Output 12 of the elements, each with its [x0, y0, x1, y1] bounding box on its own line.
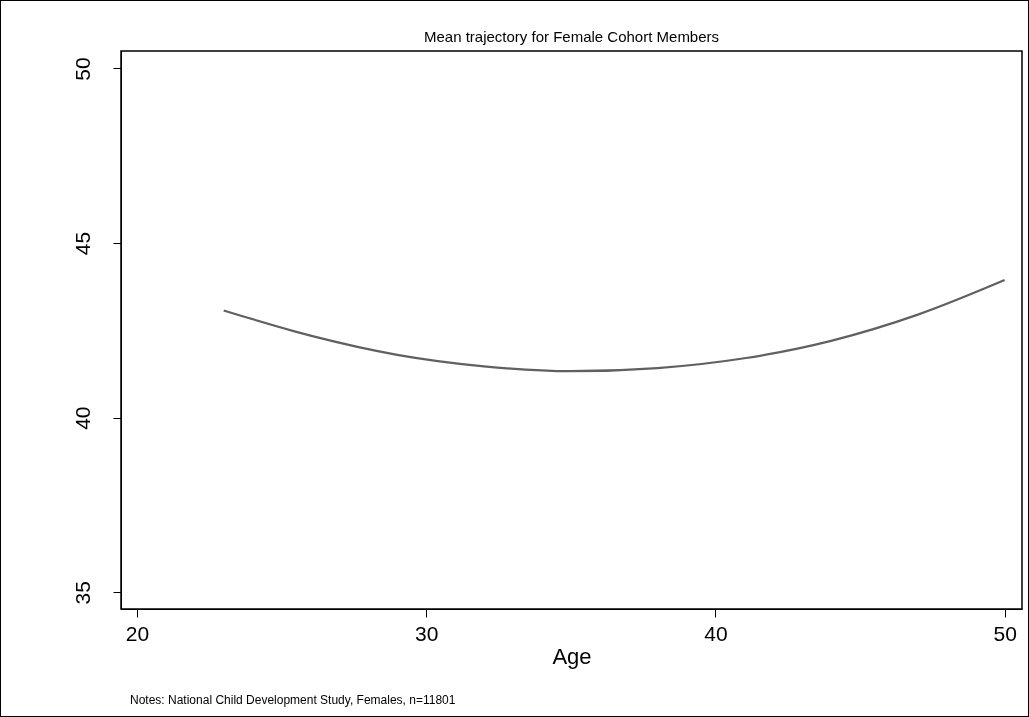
x-axis-title: Age	[552, 643, 592, 669]
y-tick-label: 35	[70, 581, 94, 605]
x-tick-label: 40	[704, 621, 728, 645]
line-series	[222, 278, 1006, 373]
y-tick-label: 50	[70, 57, 94, 81]
text: Notes: National Child Development Study, Females, n=11801	[130, 693, 456, 707]
x-tick-label: 20	[125, 621, 150, 645]
y-tick-label: 40	[70, 406, 94, 430]
y-tick-label: 45	[70, 231, 94, 256]
x-tick-label: 50	[993, 621, 1017, 645]
chart-title: Mean trajectory for Female Cohort Members	[423, 28, 720, 45]
x-tick-label: 30	[414, 621, 439, 645]
